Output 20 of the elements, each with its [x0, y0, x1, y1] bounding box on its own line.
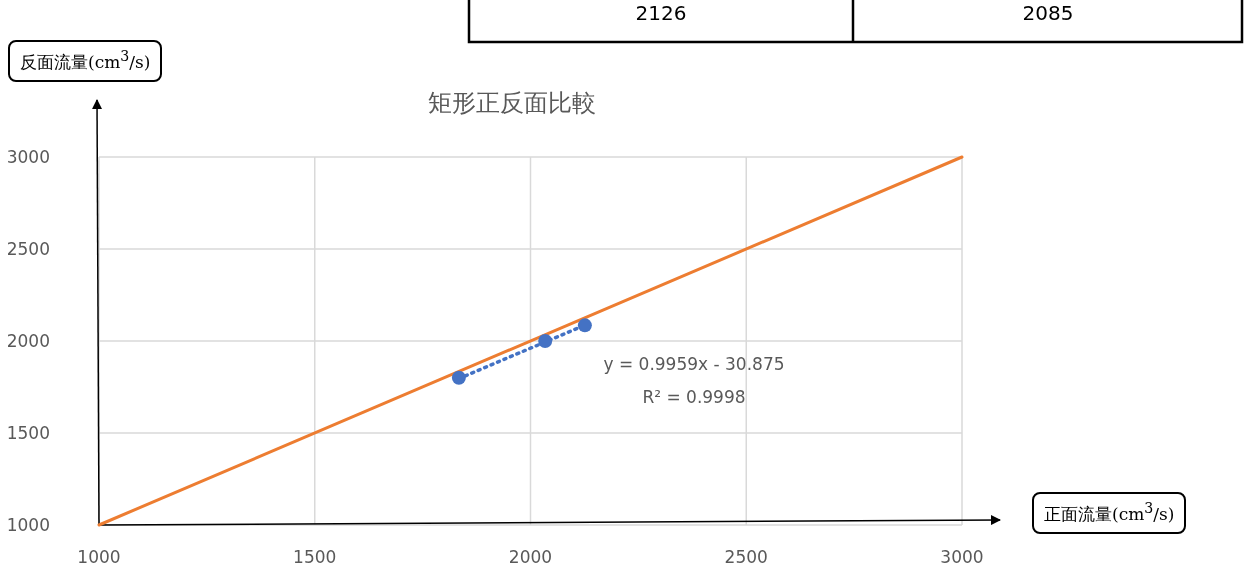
text: 2085 [1022, 1, 1074, 25]
x-tick-label: 2000 [508, 547, 553, 566]
point [577, 318, 592, 333]
chart-title: 矩形正反面比較 [428, 89, 596, 117]
y-axis-title: 反面流量(cm$^{3}$/s) [8, 40, 163, 82]
text: 2126 [635, 1, 687, 25]
y-tick-label: 1500 [6, 423, 50, 443]
x-tick-label: 2500 [724, 547, 768, 566]
y-tick-label: 1000 [6, 515, 50, 535]
annotation: R² = 0.9998 [642, 387, 746, 407]
x-axis-title: 正面流量(cm$^{3}$/s) [1032, 492, 1187, 534]
point [538, 334, 553, 348]
point [451, 370, 466, 385]
annotation: y = 0.9959x - 30.875 [603, 354, 785, 374]
y-tick-label: 2500 [6, 239, 50, 259]
y-tick-label: 2000 [6, 331, 50, 351]
x-tick-label: 1000 [77, 547, 121, 566]
x-tick-label: 3000 [940, 547, 984, 566]
y-tick-label: 3000 [6, 147, 50, 167]
x-tick-label: 1500 [293, 547, 337, 566]
